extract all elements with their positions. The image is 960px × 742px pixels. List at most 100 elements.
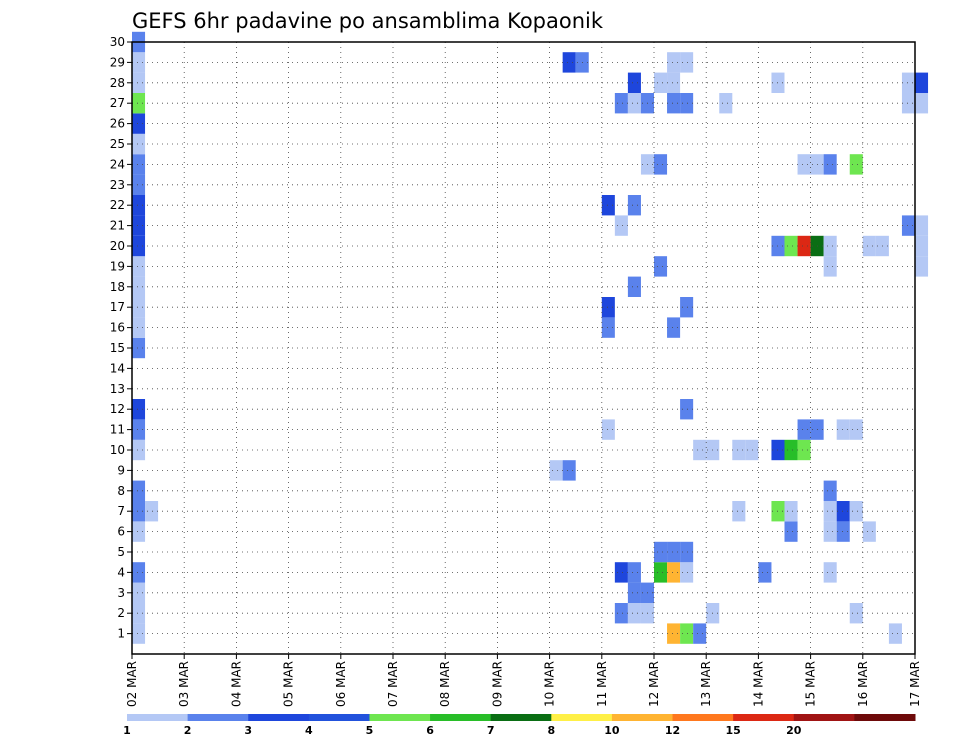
- heatmap-cell: [797, 154, 811, 175]
- colorbar-swatch: [672, 714, 734, 721]
- heatmap-cell: [667, 541, 681, 563]
- heatmap-cell: [823, 501, 837, 522]
- heatmap-cell: [614, 215, 628, 236]
- heatmap-cell: [784, 235, 798, 257]
- y-tick-label: 25: [110, 137, 125, 151]
- heatmap-cell: [680, 623, 694, 644]
- x-tick-label: 17 MAR: [908, 661, 922, 707]
- x-tick-label: 02 MAR: [125, 661, 139, 707]
- heatmap-cell: [132, 439, 146, 461]
- heatmap-cell: [862, 235, 876, 257]
- colorbar-swatch: [551, 714, 613, 721]
- heatmap-cell: [627, 582, 641, 603]
- x-tick-label: 15 MAR: [804, 661, 818, 707]
- x-tick-label: 16 MAR: [856, 661, 870, 707]
- y-tick-label: 11: [110, 423, 125, 437]
- heatmap-cell: [132, 337, 146, 359]
- heatmap-cell: [549, 460, 563, 481]
- heatmap-cell: [888, 623, 902, 644]
- y-tick-label: 21: [110, 219, 125, 233]
- heatmap-cell: [654, 154, 668, 175]
- heatmap-cell: [654, 256, 668, 277]
- y-tick-label: 14: [110, 361, 125, 375]
- heatmap-cell: [915, 72, 929, 93]
- x-tick-label: 14 MAR: [751, 661, 765, 707]
- heatmap-cell: [849, 501, 863, 522]
- heatmap-cell: [667, 562, 681, 583]
- y-tick-label: 10: [110, 443, 125, 457]
- y-tick-label: 30: [110, 35, 125, 49]
- x-tick-label: 04 MAR: [229, 661, 243, 707]
- y-tick-label: 19: [110, 259, 125, 273]
- colorbar-legend: 1 2 3 4 5 6 7 8 10 12 15 20: [123, 714, 916, 737]
- heatmap-cell: [627, 195, 641, 216]
- heatmap-cell: [836, 419, 850, 440]
- heatmap-cell: [784, 439, 798, 461]
- heatmap-cell: [680, 93, 694, 114]
- heatmap-cell: [601, 419, 615, 440]
- heatmap-cell: [132, 113, 146, 134]
- heatmap-cell: [132, 174, 146, 195]
- x-tick-label: 03 MAR: [177, 661, 191, 707]
- y-tick-label: 26: [110, 117, 125, 131]
- heatmap-cell: [836, 501, 850, 522]
- y-tick-label: 17: [110, 300, 125, 314]
- heatmap-cell: [132, 133, 146, 155]
- heatmap-cell: [862, 521, 876, 542]
- colorbar-label: 15: [725, 724, 740, 737]
- heatmap-cell: [627, 72, 641, 93]
- heatmap-cell: [836, 521, 850, 542]
- heatmap-cell: [132, 256, 146, 277]
- heatmap-cell: [667, 93, 681, 114]
- x-tick-label: 10 MAR: [543, 661, 557, 707]
- heatmap-cell: [797, 439, 811, 461]
- heatmap-cell: [823, 521, 837, 542]
- x-tick-label: 09 MAR: [490, 661, 504, 707]
- heatmap-cell: [667, 623, 681, 644]
- y-tick-label: 24: [110, 157, 125, 171]
- colorbar-label: 2: [184, 724, 192, 737]
- heatmap-cell: [132, 399, 146, 420]
- heatmap-cell: [654, 541, 668, 563]
- heatmap-cell: [601, 195, 615, 216]
- y-tick-label: 13: [110, 382, 125, 396]
- x-axis: 02 MAR 03 MAR 04 MAR 05 MAR 06 MAR 07 MAR 08 M…: [125, 654, 922, 707]
- y-tick-label: 18: [110, 280, 125, 294]
- heatmap-cell: [614, 603, 628, 624]
- heatmap-cell: [797, 235, 811, 257]
- heatmap-cell: [562, 460, 576, 481]
- heatmap-cell: [667, 52, 681, 73]
- heatmap-cell: [627, 562, 641, 583]
- colorbar-swatch: [490, 714, 552, 721]
- colorbar-label: 12: [665, 724, 680, 737]
- heatmap-cell: [132, 501, 146, 522]
- heatmap-cell: [132, 317, 146, 338]
- y-tick-label: 20: [110, 239, 125, 253]
- y-tick-label: 22: [110, 198, 125, 212]
- y-tick-label: 3: [117, 586, 125, 600]
- y-tick-label: 15: [110, 341, 125, 355]
- heatmap-cell: [849, 419, 863, 440]
- heatmap-cell: [132, 215, 146, 236]
- colorbar-swatch: [854, 714, 916, 721]
- x-tick-label: 11 MAR: [595, 661, 609, 707]
- heatmap-cell: [823, 256, 837, 277]
- heatmap-cell: [132, 235, 146, 257]
- x-tick-label: 13 MAR: [699, 661, 713, 707]
- heatmap-cell: [901, 72, 915, 93]
- heatmap-cell: [732, 439, 746, 461]
- heatmap-cell: [601, 317, 615, 338]
- x-tick-label: 06 MAR: [334, 661, 348, 707]
- x-tick-label: 08 MAR: [438, 661, 452, 707]
- heatmap-cell: [614, 93, 628, 114]
- heatmap-cell: [719, 93, 733, 114]
- heatmap-cell: [745, 439, 759, 461]
- colorbar-swatch: [187, 714, 249, 721]
- heatmap-cell: [614, 562, 628, 583]
- colorbar-label: 3: [244, 724, 252, 737]
- grid-lines: [132, 42, 915, 654]
- colorbar-swatch: [127, 714, 189, 721]
- heatmap-cell: [823, 480, 837, 501]
- heatmap-cell: [562, 52, 576, 73]
- heatmap-cell: [132, 93, 146, 114]
